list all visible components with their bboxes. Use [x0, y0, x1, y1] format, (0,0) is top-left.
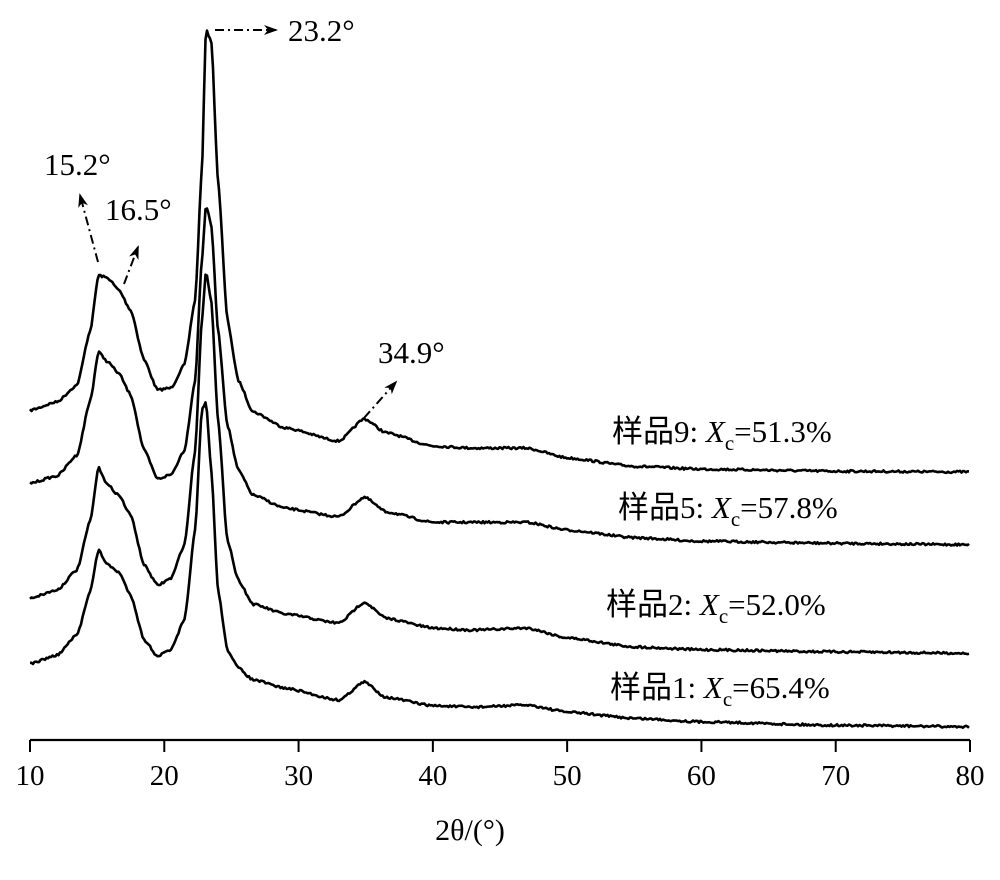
annotation-23.2: 23.2°	[215, 13, 355, 48]
series-label-part: X	[704, 414, 726, 449]
annotation-label: 16.5°	[105, 192, 172, 227]
x-tick-label: 30	[284, 760, 313, 792]
series-label-part: 57.8%	[758, 490, 838, 525]
series-label: 样品5: Xc=57.8%	[618, 490, 838, 531]
x-tick-label: 70	[821, 760, 850, 792]
annotation-16.5: 16.5°	[105, 192, 172, 285]
x-tick-label: 20	[150, 760, 179, 792]
x-tick-label: 80	[956, 760, 985, 792]
series-label-part: :	[696, 490, 712, 525]
annotation-arrow	[123, 245, 139, 285]
series-line-样品2	[29, 273, 970, 656]
x-tick-label: 50	[553, 760, 582, 792]
series-label-part: 样品1	[610, 670, 688, 705]
series-label-part: 52.0%	[746, 587, 826, 622]
x-axis-title: 2θ/(°)	[435, 814, 505, 847]
annotation-34.9: 34.9°	[363, 335, 445, 419]
series-label-part: =	[734, 414, 751, 449]
x-tick-label: 60	[687, 760, 716, 792]
curves-group	[29, 29, 970, 729]
series-label-part: =	[740, 490, 757, 525]
annotation-15.2: 15.2°	[44, 147, 111, 263]
series-label-part: X	[710, 490, 732, 525]
series-line-样品9	[29, 29, 970, 475]
annotation-arrow	[363, 380, 398, 419]
series-label-part: :	[690, 414, 706, 449]
annotation-arrow	[78, 193, 99, 263]
series-label-part: c	[731, 507, 740, 531]
series-labels: 样品9: Xc=51.3%样品5: Xc=57.8%样品2: Xc=52.0%样…	[606, 414, 838, 711]
annotation-label: 34.9°	[378, 335, 445, 370]
series-label-part: =	[732, 670, 749, 705]
series-label: 样品1: Xc=65.4%	[610, 670, 830, 711]
series-label-part: 样品9	[612, 414, 690, 449]
series-label-part: c	[725, 431, 734, 455]
series-label-part: 51.3%	[752, 414, 832, 449]
series-label-part: c	[723, 687, 732, 711]
series-label-part: 样品2	[606, 587, 684, 622]
series-label: 样品9: Xc=51.3%	[612, 414, 832, 455]
series-label-part: :	[688, 670, 704, 705]
series-label-part: 65.4%	[750, 670, 830, 705]
series-label: 样品2: Xc=52.0%	[606, 587, 826, 628]
x-tick-label: 10	[16, 760, 45, 792]
series-label-part: =	[728, 587, 745, 622]
x-tick-label: 40	[418, 760, 447, 792]
annotation-label: 23.2°	[288, 13, 355, 48]
series-line-样品5	[29, 207, 970, 547]
series-label-part: X	[698, 587, 720, 622]
series-label-part: 样品5	[618, 490, 696, 525]
series-label-part: :	[684, 587, 700, 622]
series-label-part: c	[719, 604, 728, 628]
x-axis-ticks: 10 20 30 40 50 60 70 80	[16, 740, 985, 792]
series-line-样品1	[30, 401, 970, 729]
annotation-label: 15.2°	[44, 147, 111, 182]
series-label-part: X	[702, 670, 724, 705]
